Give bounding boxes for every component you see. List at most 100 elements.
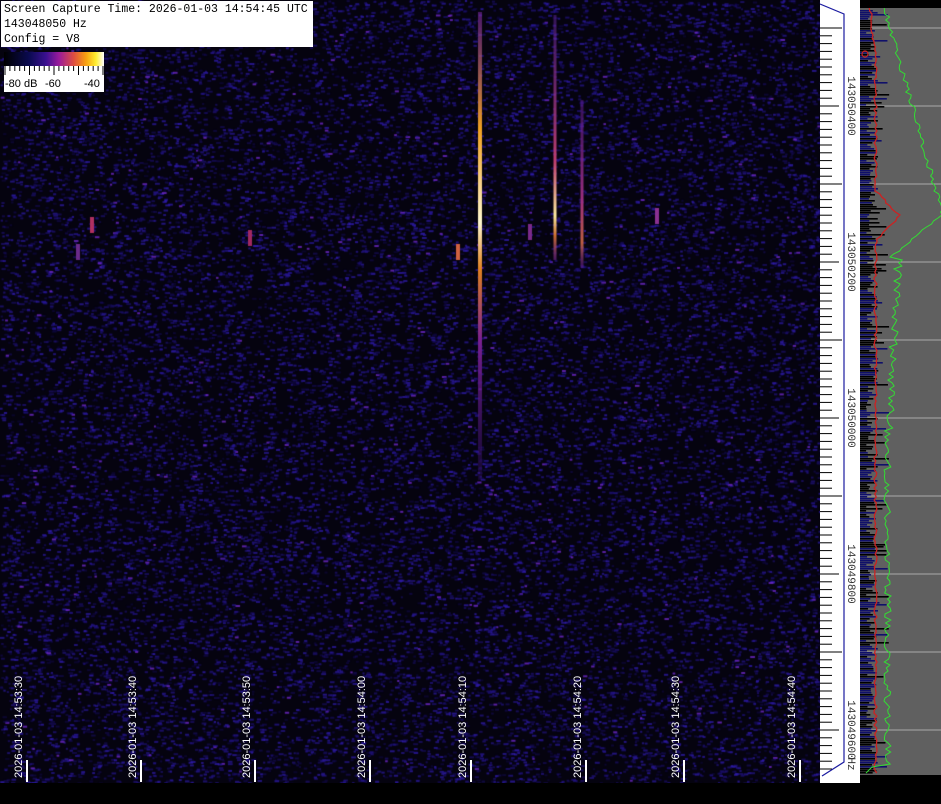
spectrum-bar: [860, 12, 878, 14]
freq-label-3: 143049800: [844, 544, 856, 604]
spectrum-bar: [860, 676, 884, 678]
spectrum-bar: [860, 726, 873, 728]
spectrum-bar: [860, 54, 869, 56]
spectrum-bar: [860, 178, 871, 180]
spectrum-bar: [860, 350, 870, 352]
spectrum-bar: [860, 362, 883, 364]
spectrum-bar: [860, 100, 872, 102]
time-label: 2026-01-03 14:53:40: [127, 675, 139, 778]
spectrum-bar: [860, 190, 876, 192]
spectrum-bar: [860, 734, 870, 736]
spectrum-bar: [860, 530, 867, 532]
spectrum-bar: [860, 678, 877, 680]
spectrum-bar: [860, 92, 877, 94]
spectrum-bar: [860, 450, 867, 452]
spectrum-bar: [860, 478, 871, 480]
spectrum-bar: [860, 110, 878, 112]
spectrum-bar: [860, 112, 869, 114]
spectrum-bar: [860, 310, 873, 312]
spectrum-bar: [860, 602, 880, 604]
spectrum-bar: [860, 518, 876, 520]
spectrum-bar: [860, 372, 877, 374]
spectrum-bar: [860, 474, 868, 476]
spectrum-bar: [860, 720, 877, 722]
spectrum-bar: [860, 654, 877, 656]
spectrum-bar: [860, 556, 868, 558]
spectrum-bar: [860, 420, 868, 422]
spectrum-bar: [860, 392, 873, 394]
spectrum-bar: [860, 748, 871, 750]
spectrum-bar: [860, 132, 875, 134]
spectrum-bar: [860, 138, 878, 140]
spectrum-bar: [860, 514, 867, 516]
spectrum-bar: [860, 632, 874, 634]
spectrum-bar: [860, 642, 889, 644]
spectrum-bar: [860, 472, 872, 474]
spectrum-bar: [860, 574, 872, 576]
spectrum-bar: [860, 186, 873, 188]
spectrum-bar: [860, 652, 873, 654]
spectrum-bar: [860, 28, 873, 30]
spectrum-bar: [860, 604, 887, 606]
spectrum-bar: [860, 356, 877, 358]
spectrum-bar: [860, 96, 870, 98]
spectrum-bar: [860, 744, 872, 746]
spectrum-bar: [860, 532, 870, 534]
spectrum-bar: [860, 234, 885, 236]
spectrum-bar: [860, 346, 872, 348]
spectrum-bar: [860, 414, 871, 416]
spectrum-bar: [860, 710, 868, 712]
capture-time: Screen Capture Time: 2026-01-03 14:54:45…: [4, 3, 308, 16]
spectrum-bar: [860, 614, 873, 616]
spectrum-bar: [860, 446, 874, 448]
spectrum-bar: [860, 176, 876, 178]
spectrum-bar: [860, 506, 867, 508]
spectrum-bar: [860, 576, 869, 578]
spectrum-bar: [860, 468, 867, 470]
spectrum-bar: [860, 586, 873, 588]
spectrum-top-band: [860, 0, 941, 8]
spectrum-bar: [860, 284, 871, 286]
time-tick: [683, 760, 685, 782]
spectrum-bar: [860, 252, 867, 254]
spectrum-bar: [860, 588, 867, 590]
spectrum-bar: [860, 730, 876, 732]
spectrum-bar: [860, 522, 873, 524]
spectrum-bar: [860, 290, 868, 292]
spectrum-bar: [860, 116, 878, 118]
spectrum-bar: [860, 60, 868, 62]
spectrum-bar: [860, 572, 870, 574]
spectrum-bar: [860, 750, 872, 752]
spectrum-bar: [860, 326, 890, 328]
spectrum-bar: [860, 330, 876, 332]
spectrum-bar: [860, 548, 875, 550]
spectrum-bar: [860, 510, 867, 512]
spectrum-bar: [860, 438, 869, 440]
spectrum-bar: [860, 704, 876, 706]
waterfall-spectrogram[interactable]: [0, 0, 820, 783]
spectrum-bar: [860, 422, 872, 424]
spectrum-bar: [860, 434, 883, 436]
spectrum-bar: [860, 702, 870, 704]
spectrum-bar: [860, 620, 867, 622]
spectrum-bar: [860, 492, 867, 494]
frequency-bracket: [819, 3, 845, 777]
spectrum-bar: [860, 462, 876, 464]
spectrum-bar: [860, 280, 875, 282]
spectrum-bar: [860, 192, 871, 194]
spectrum-bar: [860, 204, 873, 206]
spectrum-bar: [860, 670, 874, 672]
frequency-axis-ticks: [819, 3, 845, 777]
spectrum-bar: [860, 428, 886, 430]
spectrum-bar: [860, 390, 868, 392]
colorbar-label-max: -40: [84, 78, 100, 90]
spectrum-bar: [860, 294, 876, 296]
spectrum-bar: [860, 202, 872, 204]
spectrum-bar: [860, 480, 878, 482]
spectrum-bar: [860, 412, 889, 414]
spectrum-bar: [860, 64, 872, 66]
spectrum-bar: [860, 332, 883, 334]
freq-label-2: 143050000: [844, 388, 856, 448]
spectrum-bar: [860, 426, 871, 428]
spectrum-bar: [860, 286, 878, 288]
